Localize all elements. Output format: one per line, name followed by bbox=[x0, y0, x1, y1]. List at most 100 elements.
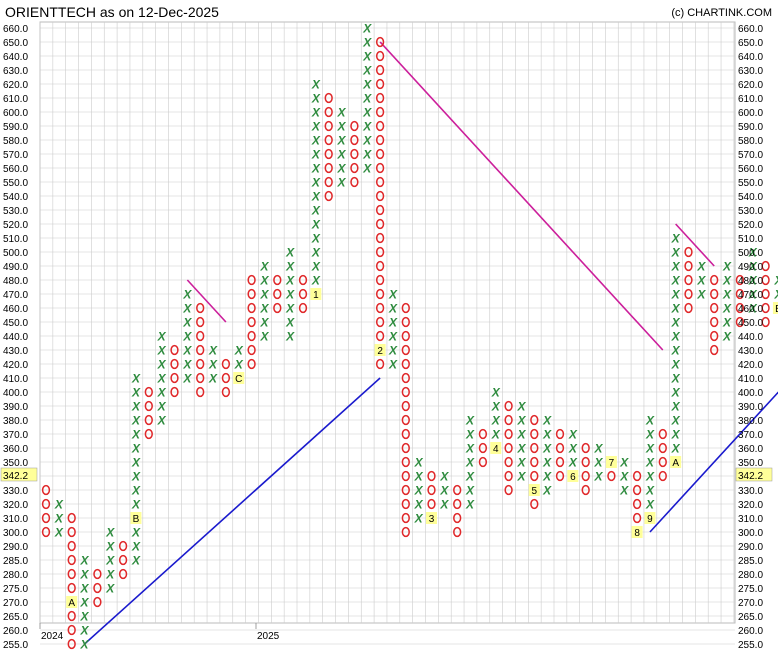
month-marker-bg bbox=[130, 512, 142, 524]
y-tick-label-left: 260.0 bbox=[3, 626, 28, 637]
x-mark: X bbox=[516, 400, 526, 414]
o-mark bbox=[632, 498, 642, 510]
o-mark bbox=[581, 470, 590, 482]
x-mark: X bbox=[645, 456, 655, 470]
y-tick-label-left: 320.0 bbox=[3, 500, 28, 511]
x-mark: X bbox=[157, 400, 167, 414]
x-mark: X bbox=[105, 526, 115, 540]
x-mark: X bbox=[671, 400, 681, 414]
x-mark: X bbox=[131, 540, 141, 554]
o-mark bbox=[607, 470, 616, 482]
o-mark bbox=[401, 386, 410, 398]
y-tick-label-left: 380.0 bbox=[3, 416, 28, 427]
x-tick-label: 2025 bbox=[257, 631, 280, 642]
month-marker-bg bbox=[772, 302, 778, 314]
y-tick-label-right: 440.0 bbox=[738, 332, 763, 343]
o-mark bbox=[401, 428, 410, 440]
x-mark: X bbox=[131, 428, 141, 442]
x-mark: X bbox=[105, 540, 115, 554]
x-mark: X bbox=[157, 386, 167, 400]
o-mark bbox=[375, 64, 385, 76]
o-mark bbox=[401, 372, 410, 384]
x-mark: X bbox=[362, 64, 372, 78]
o-mark bbox=[196, 386, 205, 398]
y-tick-label-left: 500.0 bbox=[3, 248, 28, 259]
o-mark bbox=[555, 442, 565, 454]
o-mark bbox=[298, 288, 308, 300]
y-tick-label-right: 330.0 bbox=[738, 486, 763, 497]
x-mark: X bbox=[542, 414, 552, 428]
o-mark bbox=[375, 232, 385, 244]
y-tick-label-right: 370.0 bbox=[738, 430, 763, 441]
x-mark: X bbox=[131, 400, 141, 414]
o-mark bbox=[401, 456, 410, 468]
y-tick-label-right: 660.0 bbox=[738, 24, 763, 35]
month-marker: C bbox=[235, 374, 242, 385]
o-mark bbox=[67, 512, 76, 524]
x-mark: X bbox=[311, 260, 321, 274]
o-mark bbox=[401, 344, 410, 356]
o-mark bbox=[324, 92, 333, 104]
x-mark: X bbox=[671, 428, 681, 442]
o-mark bbox=[298, 302, 308, 314]
o-mark bbox=[401, 512, 410, 524]
x-mark: X bbox=[671, 386, 681, 400]
y-tick-label-right: 310.0 bbox=[738, 514, 763, 525]
x-mark: X bbox=[516, 456, 526, 470]
x-mark: X bbox=[696, 288, 706, 302]
o-mark bbox=[375, 274, 385, 286]
month-marker-bg bbox=[374, 344, 386, 356]
y-tick-label-right: 470.0 bbox=[738, 290, 763, 301]
x-mark: X bbox=[311, 78, 321, 92]
trendlines bbox=[84, 41, 778, 645]
x-mark: X bbox=[311, 134, 321, 148]
chart-title: ORIENTTECH as on 12-Dec-2025 bbox=[5, 4, 219, 20]
x-mark: X bbox=[259, 316, 269, 330]
x-mark: X bbox=[388, 330, 398, 344]
y-tick-label-right: 255.0 bbox=[738, 640, 763, 651]
x-mark: X bbox=[285, 316, 295, 330]
x-mark: X bbox=[80, 610, 90, 624]
o-mark bbox=[170, 358, 179, 370]
o-mark bbox=[118, 540, 128, 552]
x-mark: X bbox=[542, 470, 552, 484]
x-mark: X bbox=[722, 260, 732, 274]
o-mark bbox=[170, 372, 179, 384]
resistance-trendline bbox=[186, 279, 227, 323]
x-mark: X bbox=[80, 568, 90, 582]
o-mark bbox=[273, 274, 282, 286]
o-mark bbox=[375, 288, 385, 300]
x-mark: X bbox=[362, 120, 372, 134]
o-mark bbox=[196, 316, 205, 328]
o-mark bbox=[401, 358, 410, 370]
x-mark: X bbox=[157, 344, 167, 358]
month-marker-bg bbox=[528, 484, 540, 496]
x-mark: X bbox=[311, 120, 321, 134]
x-mark: X bbox=[696, 260, 706, 274]
y-tick-label-left: 470.0 bbox=[3, 290, 28, 301]
x-mark: X bbox=[311, 162, 321, 176]
o-mark bbox=[658, 442, 667, 454]
o-mark bbox=[221, 358, 231, 370]
x-mark: X bbox=[671, 274, 681, 288]
o-mark bbox=[401, 526, 410, 538]
x-mark: X bbox=[542, 456, 552, 470]
y-tick-label-left: 440.0 bbox=[3, 332, 28, 343]
x-mark: X bbox=[131, 526, 141, 540]
y-tick-label-right: 280.0 bbox=[738, 570, 763, 581]
x-mark: X bbox=[722, 274, 732, 288]
y-tick-label-left: 650.0 bbox=[3, 38, 28, 49]
x-mark: X bbox=[234, 358, 244, 372]
x-mark: X bbox=[208, 344, 218, 358]
x-mark: X bbox=[80, 582, 90, 596]
x-mark: X bbox=[594, 442, 604, 456]
o-mark bbox=[375, 302, 385, 314]
y-tick-label-right: 480.0 bbox=[738, 276, 763, 287]
o-mark bbox=[401, 414, 410, 426]
x-mark: X bbox=[594, 456, 604, 470]
o-mark bbox=[478, 442, 488, 454]
o-mark bbox=[401, 442, 410, 454]
o-mark bbox=[93, 582, 102, 594]
o-mark bbox=[196, 358, 205, 370]
